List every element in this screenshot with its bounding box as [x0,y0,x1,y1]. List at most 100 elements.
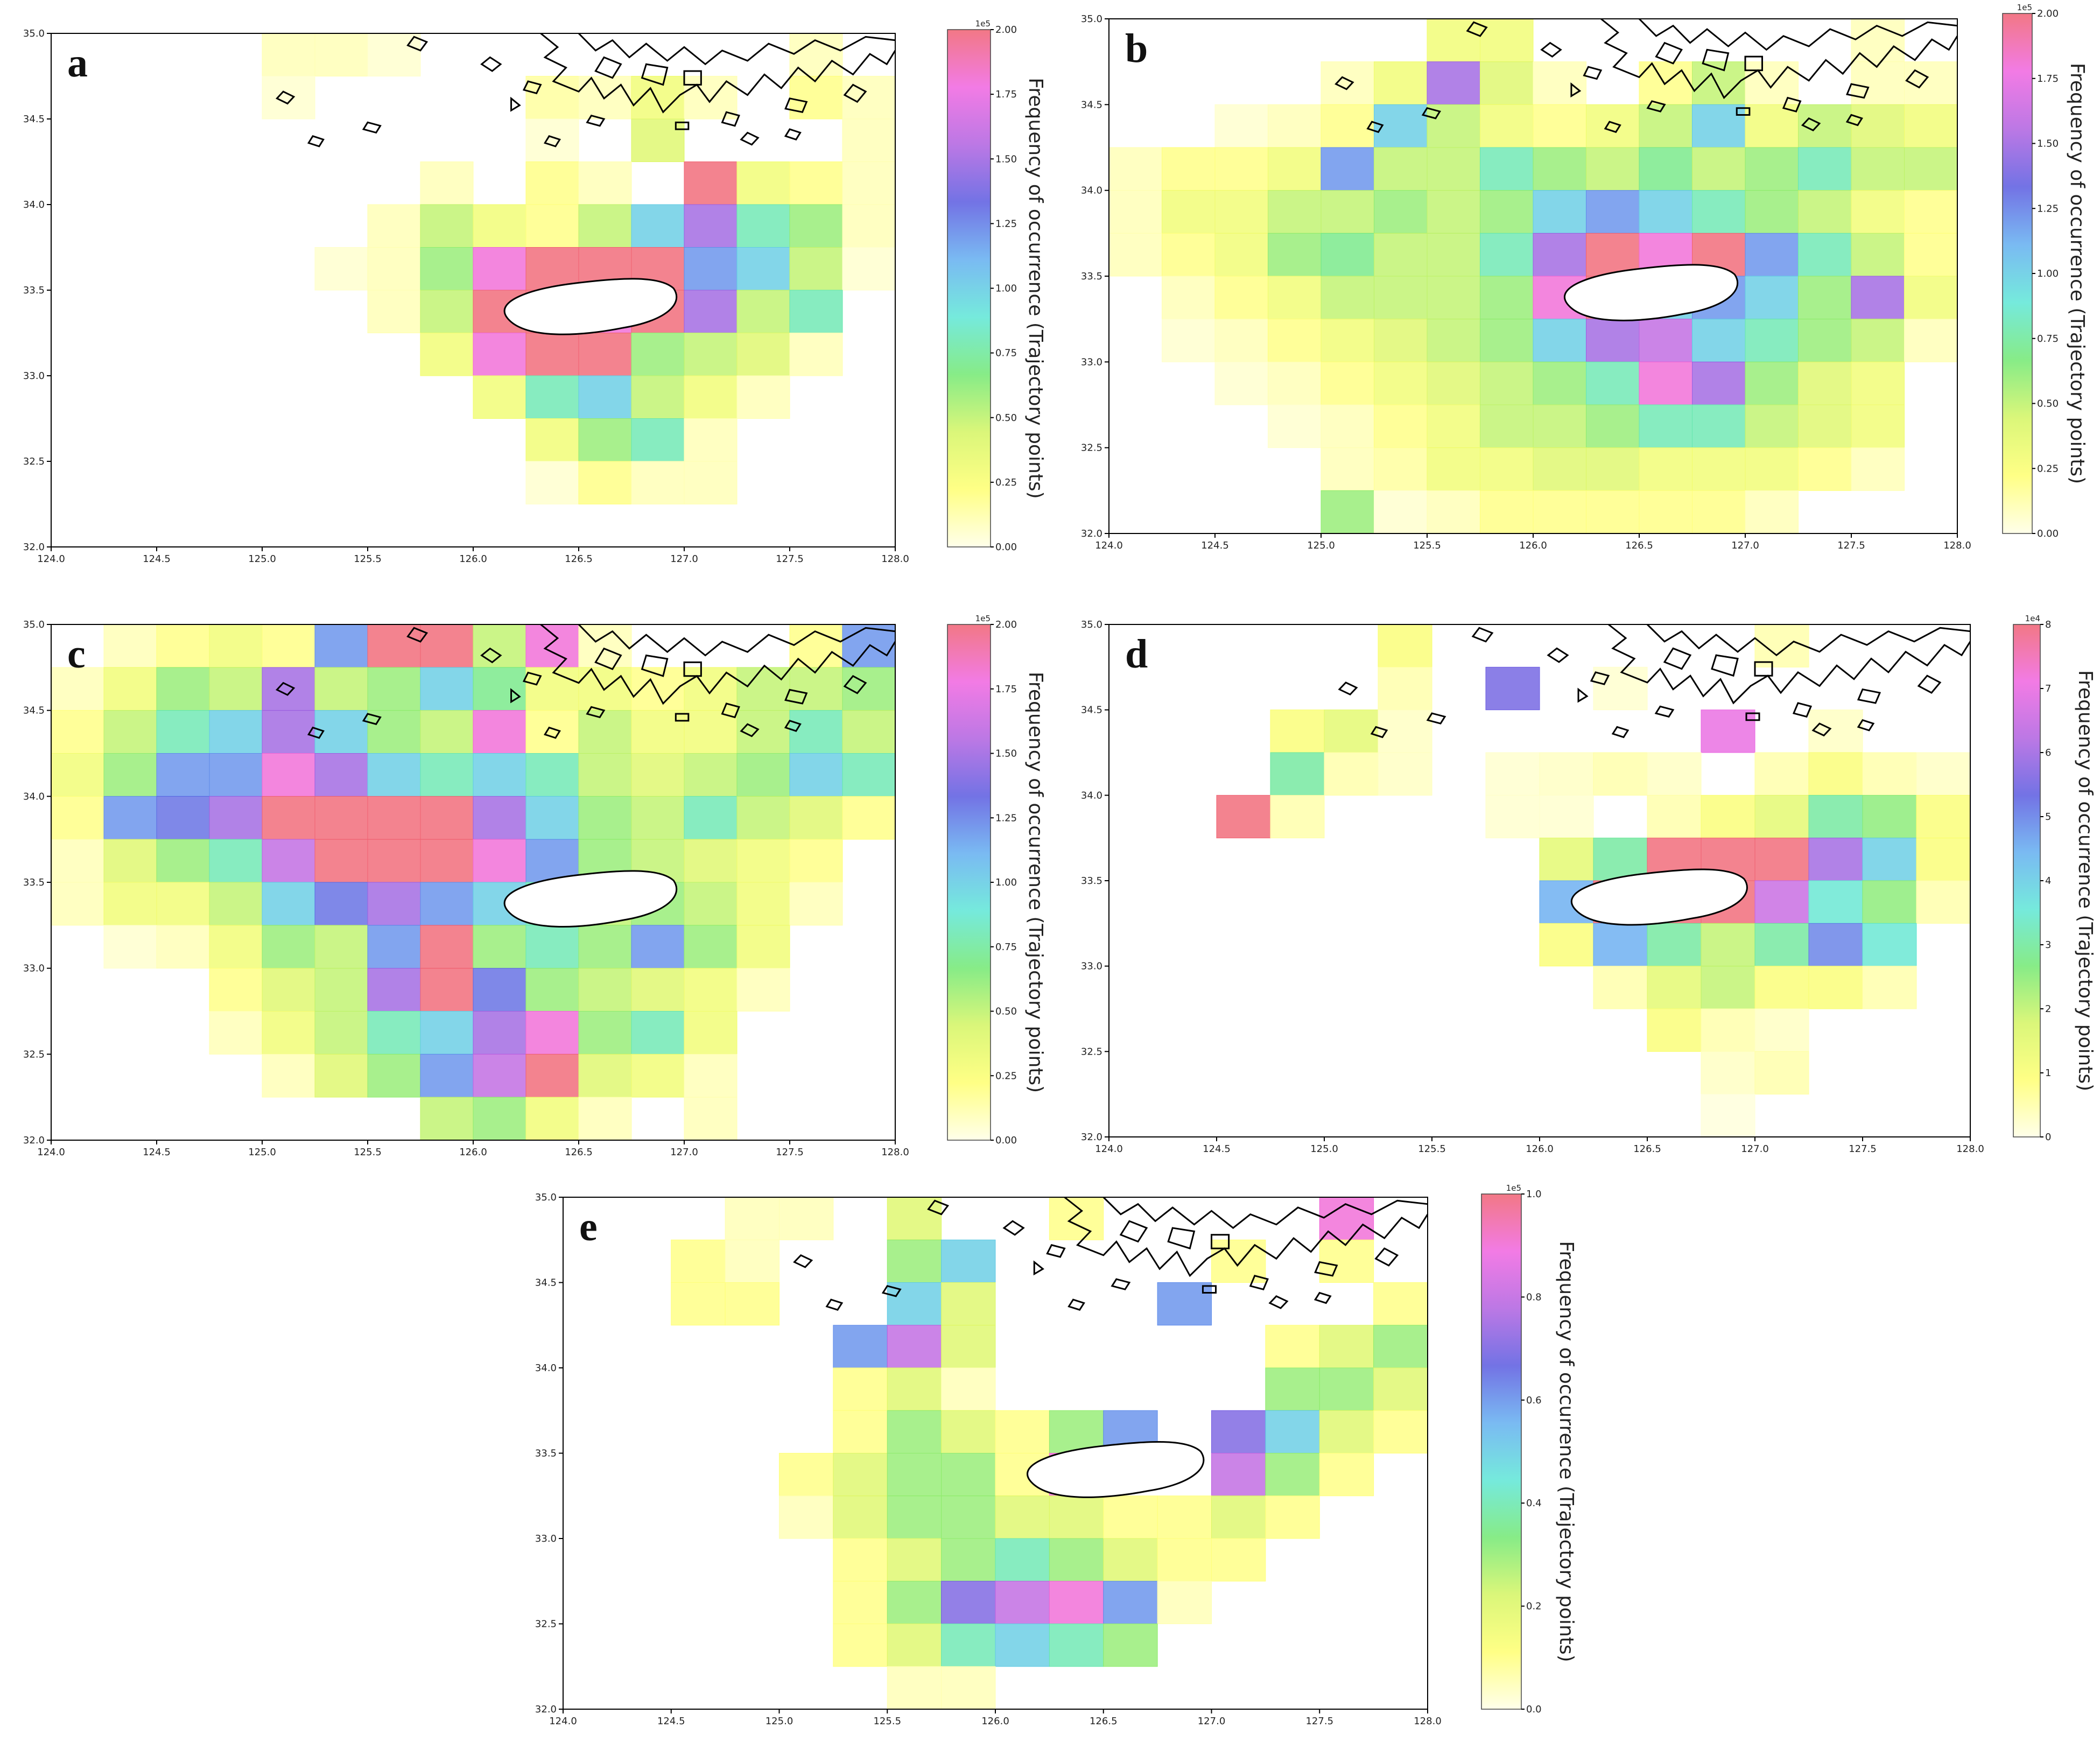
heatmap-cell [1586,147,1640,191]
heatmap-cell [51,839,104,883]
heatmap-cell [1214,276,1268,320]
heatmap-cell [1745,404,1799,448]
heatmap-cell [262,1011,315,1055]
x-tick-label: 124.5 [143,553,171,565]
heatmap-cell [578,925,632,969]
heatmap-cell [887,1239,942,1283]
heatmap-cell [1485,666,1540,711]
heatmap-cell [1745,490,1799,534]
heatmap-cell [209,882,263,926]
heatmap-cell [684,753,738,797]
heatmap-cell [1916,795,1971,839]
heatmap-cell [1586,190,1640,234]
heatmap-cell [1533,361,1586,405]
colorbar-tick-label: 1.0 [1526,1189,1542,1200]
x-tick-label: 125.0 [248,553,276,565]
x-tick-label: 124.5 [1201,540,1229,551]
heatmap-cell [262,753,315,797]
colorbar-tick-label: 0.6 [1526,1395,1542,1406]
heatmap-cell [684,375,738,419]
heatmap-cell [473,247,526,291]
x-tick-label: 127.5 [1305,1716,1333,1727]
heatmap-cell [1374,404,1428,448]
heatmap-cell [262,624,315,668]
heatmap-cell [1745,190,1799,234]
heatmap-cell [1539,752,1594,796]
heatmap-cell [1214,233,1268,277]
heatmap-cell [1798,190,1852,234]
colorbar-tick-label: 5 [2045,811,2051,823]
heatmap-cell [156,667,210,711]
heatmap-cell [684,204,738,248]
heatmap-cell [736,375,790,419]
heatmap-cell [736,925,790,969]
heatmap-cell [1808,923,1863,967]
heatmap-cell [1319,1367,1374,1411]
y-tick-label: 33.5 [535,1448,557,1459]
heatmap-cell [995,1538,1050,1582]
y-tick-label: 33.5 [23,285,45,296]
heatmap-cell [1862,880,1917,924]
heatmap-cell [209,925,263,969]
x-tick-label: 126.0 [981,1716,1009,1727]
x-tick-label: 125.0 [1307,540,1335,551]
heatmap-cell [1745,147,1799,191]
heatmap-cell [314,753,368,797]
heatmap-cell [1647,1008,1702,1052]
x-tick-label: 127.5 [1837,540,1865,551]
heatmap-cell [1904,233,1958,277]
x-tick-label: 125.0 [248,1147,276,1158]
heatmap-cell [684,710,738,754]
heatmap-cell [1157,1495,1212,1539]
colorbar-tick-label: 2.00 [2037,8,2059,19]
heatmap-cell [1268,319,1322,362]
heatmap-cell [1049,1495,1104,1539]
y-tick-label: 32.5 [535,1619,557,1630]
heatmap-cell [262,882,315,926]
heatmap-cell [1586,404,1640,448]
heatmap-cell [578,624,632,668]
heatmap-cell [631,418,685,462]
heatmap-cell [1268,147,1322,191]
heatmap-cell [525,161,579,205]
heatmap-cell [1754,966,1809,1009]
colorbar-tick-label: 0.00 [995,542,1017,553]
colorbar [2002,13,2033,534]
heatmap-cell [578,1011,632,1055]
heatmap-cell [51,796,104,840]
heatmap-cell [156,796,210,840]
x-tick-label: 127.0 [1741,1143,1769,1155]
heatmap-cell [1539,795,1594,839]
heatmap-cell [1108,147,1162,191]
heatmap-cell [1745,233,1799,277]
panel: 124.0 124.5 125.0 125.5 126.0 126.5 127.0 127.5… [23,19,1047,565]
heatmap-cell [578,710,632,754]
heatmap-cell [1533,190,1586,234]
y-tick-label: 32.0 [535,1704,557,1715]
heatmap-cell [262,710,315,754]
heatmap-cell [420,333,474,376]
heatmap-cell [1321,447,1374,491]
heatmap-cell [1745,104,1799,148]
x-tick-label: 127.0 [670,1147,698,1158]
heatmap-cell [842,118,896,162]
heatmap-cell [833,1538,888,1582]
y-tick-label: 34.0 [1081,185,1102,196]
heatmap-cell [1754,838,1809,881]
heatmap-cell [1374,490,1428,534]
colorbar-tick-label: 0.2 [1526,1601,1542,1612]
colorbar-offset: 1e5 [975,19,991,29]
colorbar-tick-label: 0.00 [995,1135,1017,1146]
heatmap-cell [833,1325,888,1368]
heatmap-cell [578,1097,632,1141]
colorbar-offset: 1e5 [2017,3,2032,12]
y-tick-label: 32.0 [23,1135,45,1146]
heatmap-cell [671,1282,726,1326]
heatmap-cell [314,624,368,668]
heatmap-cell [789,161,843,205]
heatmap-cell [1480,190,1534,234]
y-tick-label: 32.5 [1081,442,1102,454]
heatmap-cell [631,333,685,376]
heatmap-cell [1485,752,1540,796]
heatmap-cell [1692,490,1746,534]
